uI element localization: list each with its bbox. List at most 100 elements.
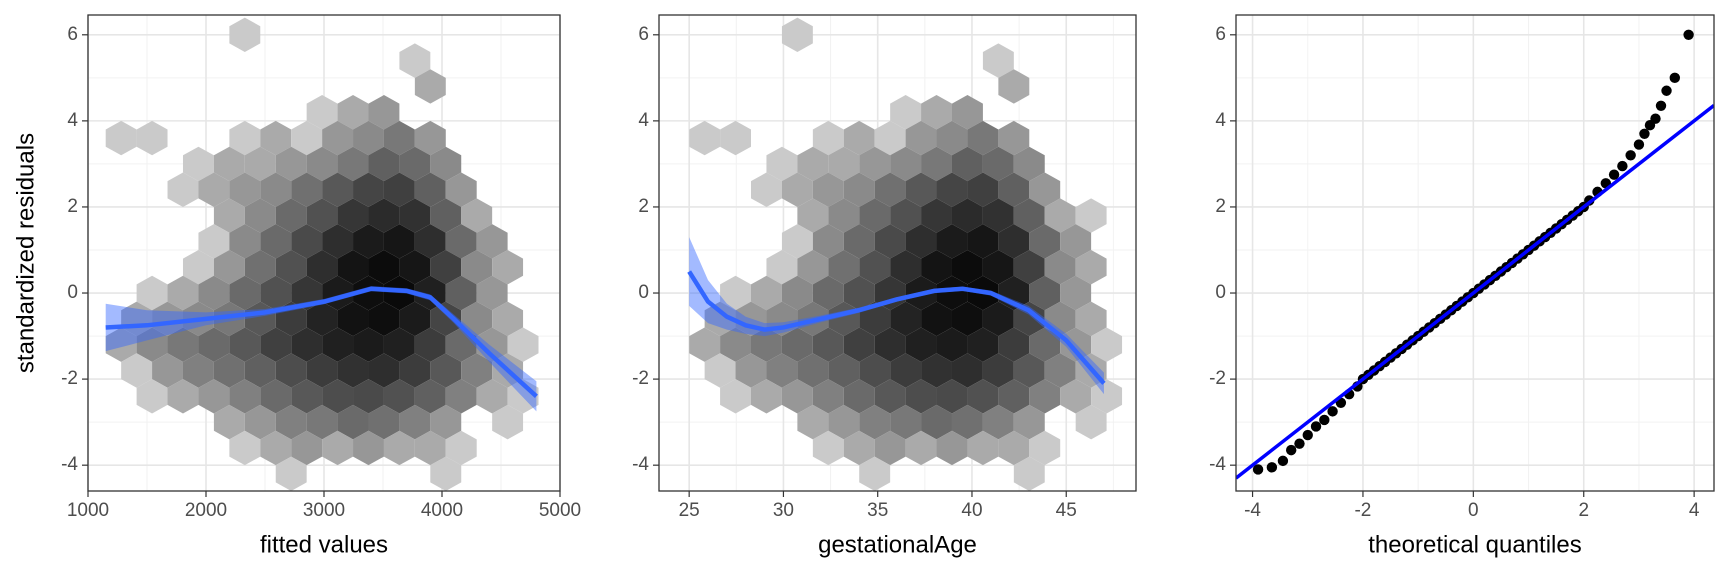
x-tick-label: 25 (679, 500, 700, 521)
qq-point (1310, 421, 1322, 432)
qq-point (1319, 414, 1330, 426)
hexbin (936, 224, 968, 259)
hexbin (936, 379, 968, 414)
y-tick-label: 6 (67, 24, 78, 45)
hexbin (812, 275, 844, 311)
hexbin (766, 353, 798, 388)
hexbin (921, 249, 952, 285)
hexbin (229, 224, 261, 259)
hexbin (781, 379, 813, 414)
hexbin (353, 275, 384, 311)
hexbin (843, 172, 875, 207)
hexbin (461, 353, 493, 388)
hexbin (260, 172, 292, 207)
hexbin (905, 430, 937, 466)
hexbin (859, 456, 891, 491)
qq-point (1669, 72, 1681, 84)
y-tick-label: 2 (638, 196, 649, 217)
hexbin (291, 327, 323, 362)
hexbin (951, 353, 983, 388)
hexbin (921, 301, 952, 337)
hexbin (275, 249, 307, 285)
hexbin (383, 172, 415, 207)
hexbin (213, 353, 245, 388)
y-tick-label: -4 (632, 454, 649, 475)
hexbin (1029, 172, 1061, 207)
hexbin (198, 379, 230, 414)
hexbin (136, 327, 168, 362)
hexbin (704, 353, 736, 388)
y-tick-label: 4 (1215, 110, 1226, 131)
hexbin (982, 198, 1014, 233)
y-tick-label: 0 (1215, 282, 1226, 303)
hexbin (476, 224, 508, 259)
hexbin (735, 353, 767, 388)
hexbin (967, 327, 999, 362)
hexbin (260, 275, 292, 311)
hexbin (291, 120, 323, 156)
y-tick-label: 4 (67, 110, 78, 131)
smooth-line (105, 286, 538, 398)
hexbin (704, 301, 736, 337)
hexbin (720, 379, 752, 414)
hexbin (430, 198, 462, 233)
hexbin (445, 430, 477, 466)
hexbin (1044, 198, 1076, 233)
hexbin (383, 120, 415, 156)
x-tick-label: 2 (1578, 500, 1589, 521)
hexbin (383, 275, 415, 311)
hexbin (859, 404, 891, 440)
hexbin (843, 327, 875, 362)
x-axis-title: theoretical quantiles (1368, 531, 1581, 558)
hexbin (105, 120, 137, 156)
hexbin (492, 404, 524, 440)
hexbin (921, 95, 952, 130)
hexbin (368, 95, 400, 130)
hexbin (951, 95, 983, 130)
hexbin (275, 404, 307, 440)
hexbin (859, 249, 891, 285)
hexbin (383, 224, 415, 259)
y-tick-label: 2 (1215, 196, 1226, 217)
hexbin (982, 146, 1014, 182)
hexbin (1029, 379, 1061, 414)
hexbin (812, 327, 844, 362)
hexbin (337, 249, 369, 285)
hexbin (951, 198, 983, 233)
qq-point (1285, 444, 1297, 456)
x-tick-label: 30 (773, 500, 794, 521)
hexbin (967, 379, 999, 414)
hexbin (430, 353, 462, 388)
panel: 1000 2000 3000 4000 5000 -4 -2 0 2 4 6 fitted value… (12, 14, 581, 558)
hexbin (1075, 301, 1107, 337)
hexbin (229, 275, 261, 311)
hexbin (337, 404, 369, 440)
hexbin (859, 353, 891, 388)
hexbin (689, 120, 721, 156)
hexbin (461, 301, 493, 337)
hexbin (260, 379, 292, 414)
hexbin (399, 198, 431, 233)
hexbin (399, 301, 431, 337)
hexbin (1060, 275, 1092, 311)
hexbin (244, 198, 276, 233)
hexbin (353, 379, 384, 414)
hexbin (1075, 249, 1107, 285)
y-tick-label: 6 (638, 24, 649, 45)
hexbin (905, 224, 937, 259)
plot-layer (1236, 29, 1714, 480)
hexbin (322, 120, 354, 156)
hexbin (1013, 456, 1045, 491)
hexbin (905, 120, 937, 156)
hexbin (198, 327, 230, 362)
hexbin (182, 353, 214, 388)
hexbin (414, 379, 446, 414)
hexbin (476, 379, 508, 414)
x-tick-label: 4 (1689, 500, 1700, 521)
hexbin (890, 301, 922, 337)
qq-point (1625, 150, 1636, 161)
hexbin (936, 172, 968, 207)
panel-border (87, 14, 561, 492)
hexbin (859, 198, 891, 233)
hexbin (781, 275, 813, 311)
